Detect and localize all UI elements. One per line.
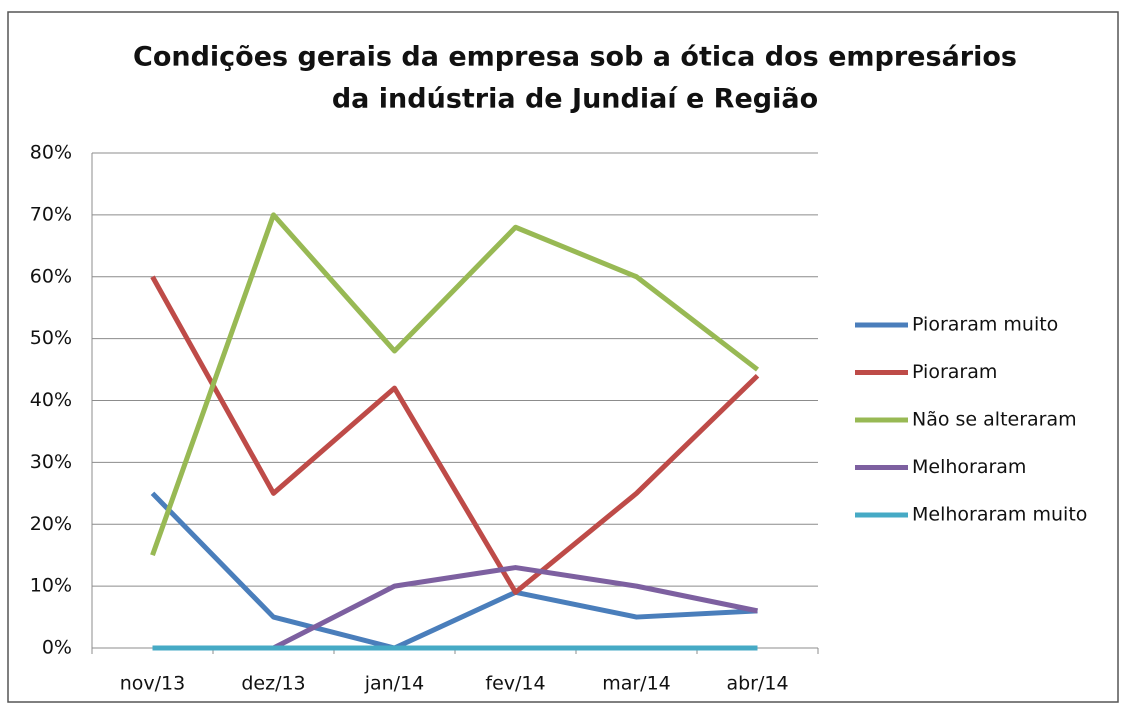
series-line <box>150 491 758 651</box>
series-line <box>150 212 760 557</box>
x-tick-label: fev/14 <box>485 673 545 695</box>
x-tick-label: abr/14 <box>726 673 788 695</box>
y-tick-label: 30% <box>30 451 72 473</box>
x-tick-label: jan/14 <box>364 673 425 695</box>
y-tick-label: 10% <box>30 575 72 597</box>
chart-title: da indústria de Jundiaí e Região <box>332 84 818 115</box>
chart-title: Condições gerais da empresa sob a ótica … <box>133 42 1017 73</box>
legend-label: Melhoraram muito <box>912 504 1087 526</box>
chart-frame <box>7 11 1119 703</box>
y-tick-label: 70% <box>30 203 72 225</box>
y-tick-label: 0% <box>42 637 72 659</box>
y-tick-label: 40% <box>30 389 72 411</box>
y-tick-label: 80% <box>30 142 72 164</box>
y-tick-label: 50% <box>30 327 72 349</box>
legend-label: Não se alteraram <box>912 409 1077 431</box>
series-line <box>150 275 760 595</box>
x-tick-label: mar/14 <box>602 673 671 695</box>
legend-label: Pioraram <box>912 361 997 383</box>
y-tick-label: 20% <box>30 513 72 535</box>
x-tick-label: dez/13 <box>241 673 305 695</box>
x-tick-label: nov/13 <box>120 673 186 695</box>
y-tick-label: 60% <box>30 265 72 287</box>
series-line <box>272 565 759 651</box>
legend-label: Melhoraram <box>912 456 1026 478</box>
legend-label: Pioraram muito <box>912 314 1058 336</box>
